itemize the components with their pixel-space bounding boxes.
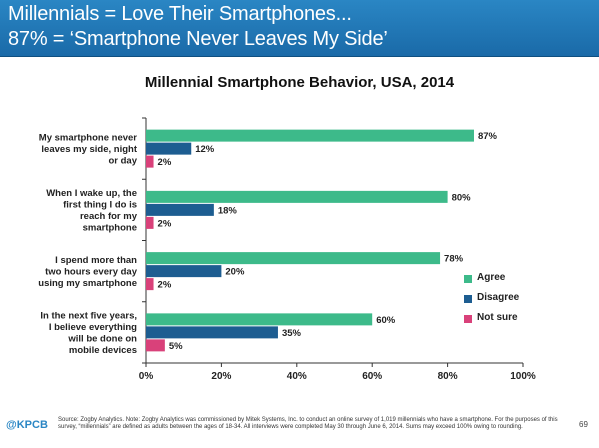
kpcb-logo: @KPCB — [6, 419, 48, 431]
bar-disagree — [146, 203, 214, 216]
data-label: 80% — [452, 192, 472, 203]
bar-disagree — [146, 265, 222, 278]
bar-disagree — [146, 142, 192, 155]
category-label: My smartphone never — [39, 132, 137, 143]
bar-agree — [146, 129, 474, 142]
x-tick-label: 20% — [211, 371, 231, 382]
bar-agree — [146, 190, 448, 203]
category-label: In the next five years, — [40, 310, 137, 321]
category-label: or day — [108, 155, 137, 166]
legend-label: Not sure — [477, 312, 518, 323]
data-label: 2% — [158, 218, 172, 229]
data-label: 78% — [444, 254, 464, 265]
x-tick-label: 80% — [438, 371, 458, 382]
category-label: I believe everything — [49, 322, 137, 333]
data-label: 60% — [376, 315, 396, 326]
data-label: 18% — [218, 205, 238, 216]
chart-title: Millennial Smartphone Behavior, USA, 201… — [144, 74, 455, 91]
bar-not-sure — [146, 216, 154, 229]
data-label: 87% — [478, 131, 498, 142]
title-banner: Millennials = Love Their Smartphones... … — [0, 0, 599, 57]
x-tick-label: 40% — [287, 371, 307, 382]
bar-not-sure — [146, 339, 165, 352]
data-label: 5% — [169, 341, 183, 352]
bar-agree — [146, 313, 373, 326]
data-label: 35% — [282, 328, 302, 339]
data-label: 20% — [225, 267, 245, 278]
bar-disagree — [146, 326, 278, 339]
legend-swatch — [464, 275, 472, 283]
category-label: two hours every day — [45, 266, 138, 277]
legend-label: Disagree — [477, 292, 520, 303]
bar-agree — [146, 252, 441, 265]
bar-not-sure — [146, 278, 154, 291]
x-tick-label: 0% — [139, 371, 154, 382]
data-label: 2% — [158, 280, 172, 291]
page-number: 69 — [579, 420, 588, 429]
category-label: I spend more than — [55, 255, 137, 266]
banner-title-line-1: Millennials = Love Their Smartphones... — [8, 3, 352, 25]
category-label: first thing I do is — [63, 199, 137, 210]
category-label: smartphone — [83, 222, 137, 233]
data-label: 12% — [195, 144, 215, 155]
banner-title-line-2: 87% = ‘Smartphone Never Leaves My Side’ — [8, 28, 388, 50]
footer-note: Source: Zogby Analytics. Note: Zogby Ana… — [58, 417, 558, 430]
category-label: mobile devices — [69, 345, 137, 356]
x-tick-label: 60% — [362, 371, 382, 382]
legend-label: Agree — [477, 272, 506, 283]
legend-swatch — [464, 295, 472, 303]
category-label: using my smartphone — [38, 278, 137, 289]
bar-not-sure — [146, 155, 154, 168]
category-label: will be done on — [67, 333, 137, 344]
category-label: When I wake up, the — [46, 188, 137, 199]
data-label: 2% — [158, 157, 172, 168]
x-tick-label: 100% — [510, 371, 536, 382]
legend-swatch — [464, 315, 472, 323]
category-label: leaves my side, night — [41, 144, 137, 155]
category-label: reach for my — [80, 211, 138, 222]
